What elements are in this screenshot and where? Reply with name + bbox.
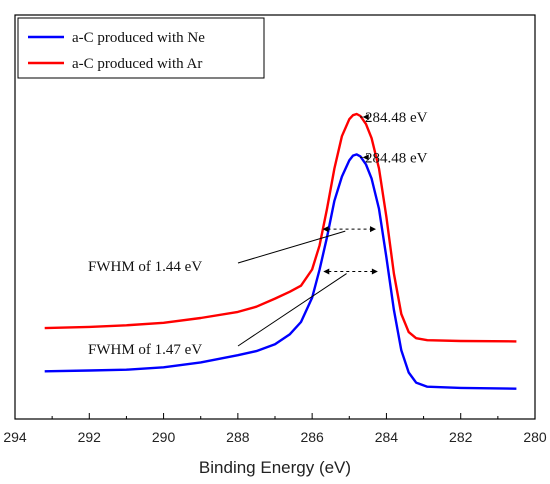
peak-ne-arrowhead — [362, 154, 369, 161]
fwhm-ar-leader — [237, 230, 346, 264]
peak-ar-label: 284.48 eV — [365, 110, 428, 126]
x-tick-label-294: 294 — [3, 429, 27, 445]
legend-label-ar: a-C produced with Ar — [72, 56, 202, 72]
legend-box — [17, 17, 265, 79]
x-axis: 294 292 290 288 286 284 282 280 — [3, 413, 547, 445]
fwhm-ar-arrow-right — [370, 226, 377, 233]
peak-ar-arrowhead — [362, 113, 369, 120]
plot-lines — [44, 112, 517, 390]
legend: a-C produced with Ne a-C produced with A… — [17, 17, 265, 79]
fwhm-ar-label: FWHM of 1.44 eV — [88, 259, 202, 275]
peak-ne-label: 284.48 eV — [365, 150, 428, 166]
x-tick-label-288: 288 — [226, 429, 250, 445]
annotations: 284.48 eV 284.48 eV FWHM of 1.44 eV FWHM of… — [88, 110, 428, 358]
fwhm-ar-arrow-left — [322, 226, 329, 233]
fwhm-ne-leader — [237, 273, 347, 347]
x-tick-label-286: 286 — [300, 429, 324, 445]
fwhm-ne-arrow-right — [371, 268, 378, 275]
x-tick-label-290: 290 — [152, 429, 176, 445]
x-tick-label-292: 292 — [78, 429, 102, 445]
series-line-ne — [44, 153, 517, 390]
legend-label-ne: a-C produced with Ne — [72, 30, 205, 46]
x-tick-label-280: 280 — [523, 429, 547, 445]
x-axis-title: Binding Energy (eV) — [199, 458, 351, 477]
fwhm-ne-label: FWHM of 1.47 eV — [88, 342, 202, 358]
x-tick-label-284: 284 — [375, 429, 399, 445]
series-line-ar — [44, 112, 517, 343]
fwhm-ne-arrow-left — [323, 268, 330, 275]
x-tick-label-282: 282 — [449, 429, 473, 445]
